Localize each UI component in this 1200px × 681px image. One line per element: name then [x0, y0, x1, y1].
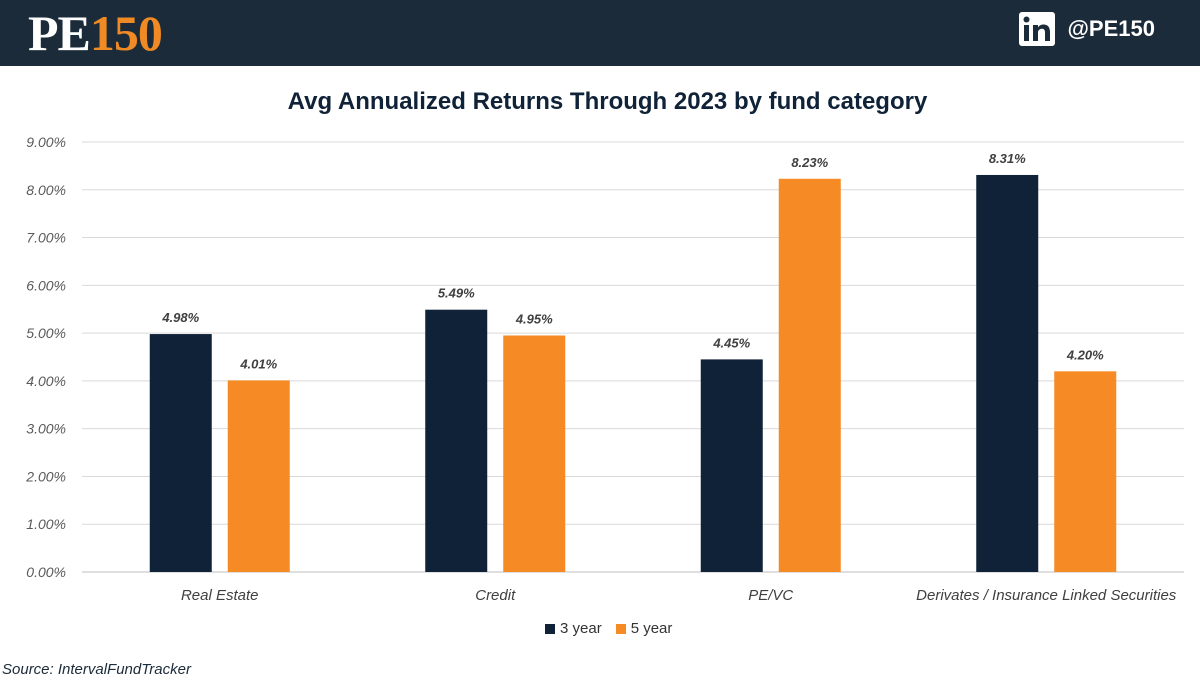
pe150-logo[interactable]: PE150 — [28, 5, 163, 61]
source-note: Source: IntervalFundTracker — [2, 661, 191, 678]
bar — [149, 334, 212, 572]
data-label: 8.23% — [791, 155, 828, 170]
data-label: 8.31% — [989, 151, 1026, 166]
chart-title: Avg Annualized Returns Through 2023 by f… — [287, 88, 928, 115]
y-tick-label: 3.00% — [26, 421, 66, 437]
bar — [700, 359, 763, 572]
data-label: 4.45% — [712, 335, 750, 350]
y-tick-label: 4.00% — [26, 373, 66, 389]
logo-text-number: 150 — [89, 5, 163, 61]
y-tick-label: 6.00% — [26, 277, 66, 293]
category-label: Real Estate — [181, 587, 259, 604]
category-label: Credit — [475, 587, 516, 604]
linkedin-icon[interactable] — [1019, 12, 1056, 46]
chart-legend: 3 year 5 year — [545, 620, 686, 637]
data-label: 4.98% — [161, 310, 199, 325]
y-tick-label: 0.00% — [26, 564, 66, 580]
social-handle[interactable]: @PE150 — [1067, 16, 1155, 41]
bar — [976, 174, 1039, 572]
data-label: 5.49% — [438, 286, 475, 301]
data-label: 4.95% — [515, 312, 553, 327]
category-label: PE/VC — [748, 587, 793, 604]
bar — [425, 309, 488, 572]
logo-text-pe: PE — [28, 5, 91, 61]
social-link[interactable]: @PE150 — [1019, 12, 1155, 46]
legend-label-3-year: 3 year — [560, 620, 602, 637]
bar — [503, 335, 566, 572]
y-tick-label: 2.00% — [25, 468, 66, 484]
bar — [778, 178, 841, 573]
y-tick-label: 1.00% — [26, 516, 66, 532]
data-label: 4.20% — [1066, 347, 1104, 362]
bar — [1054, 371, 1117, 572]
y-tick-label: 7.00% — [26, 230, 66, 246]
legend-swatch-3-year — [545, 623, 555, 634]
y-tick-label: 5.00% — [26, 325, 66, 341]
data-label: 4.01% — [239, 356, 277, 371]
legend-label-5-year: 5 year — [630, 620, 673, 637]
category-label: Derivates / Insurance Linked Securities — [916, 587, 1177, 604]
bar — [227, 380, 290, 572]
legend-item-3-year: 3 year — [545, 620, 602, 637]
legend-item-5-year: 5 year — [615, 620, 673, 637]
y-tick-label: 8.00% — [26, 182, 66, 198]
legend-swatch-5-year — [615, 623, 626, 634]
header-bar: PE150 @PE150 — [0, 0, 1200, 66]
y-tick-label: 9.00% — [26, 134, 66, 150]
